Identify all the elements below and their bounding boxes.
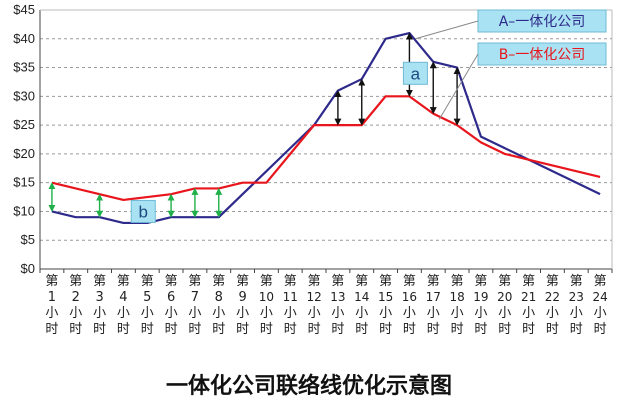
x-tick-label: 第 11 小时	[283, 274, 298, 337]
series-line-a	[51, 31, 601, 225]
legend-item-b: B–一体化公司	[438, 42, 607, 120]
x-tick-label: 第 6 小时	[165, 274, 178, 337]
y-tick-label: $5	[21, 232, 35, 247]
legend-leader-line	[438, 53, 479, 120]
x-tick-labels: 第 1 小时第 2 小时第 3 小时第 4 小时第 5 小时第 6 小时第 7 小时第 8 小时第 9 小时第 10 小…	[45, 274, 607, 337]
x-tick-label: 第 8 小时	[212, 274, 225, 337]
x-tick-label: 第 23 小时	[569, 274, 584, 337]
y-tick-label: $20	[13, 146, 35, 161]
x-tick-label: 第 14 小时	[354, 274, 369, 337]
x-tick-label: 第 3 小时	[93, 274, 106, 337]
gap-arrows	[48, 32, 461, 218]
axes	[39, 9, 613, 273]
y-tick-label: $10	[13, 203, 35, 218]
annotation-b: b	[130, 199, 156, 223]
x-tick-label: 第 4 小时	[117, 274, 130, 337]
series-lines	[51, 31, 601, 225]
x-tick-label: 第 1 小时	[45, 274, 58, 337]
legend-item-a: A–一体化公司	[415, 9, 607, 40]
y-tick-label: $25	[13, 117, 35, 132]
x-tick-label: 第 12 小时	[306, 274, 321, 337]
legend-leader-line	[415, 20, 479, 40]
legend: A–一体化公司 B–一体化公司	[415, 9, 607, 120]
x-tick-label: 第 13 小时	[330, 274, 345, 337]
x-tick-label: 第 15 小时	[378, 274, 393, 337]
x-tick-label: 第 9 小时	[236, 274, 249, 337]
y-tick-label: $0	[21, 261, 35, 276]
annotation-label: b	[139, 202, 148, 221]
y-tick-label: $45	[13, 2, 35, 17]
y-tick-label: $30	[13, 88, 35, 103]
x-tick-label: 第 19 小时	[473, 274, 488, 337]
annotation-label: a	[411, 64, 421, 83]
line-chart: $0 $5 $10 $15 $20 $25 $30 $35 $40 $45 第 1 小时第 2 小时第 3 小…	[13, 2, 613, 337]
y-tick-label: $15	[13, 175, 35, 190]
y-tick-label: $35	[13, 60, 35, 75]
annotation-box	[130, 199, 156, 223]
y-tick-label: $40	[13, 31, 35, 46]
x-tick-label: 第 7 小时	[188, 274, 201, 337]
x-tick-label: 第 24 小时	[592, 274, 607, 337]
x-tick-label: 第 21 小时	[521, 274, 536, 337]
x-tick-label: 第 18 小时	[449, 274, 464, 337]
chart-title: 一体化公司联络线优化示意图	[165, 374, 452, 399]
x-tick-label: 第 22 小时	[545, 274, 560, 337]
y-tick-labels: $0 $5 $10 $15 $20 $25 $30 $35 $40 $45	[13, 2, 35, 276]
annotation-a: a	[402, 61, 428, 85]
x-tick-label: 第 20 小时	[497, 274, 512, 337]
series-line-b	[51, 95, 601, 202]
annotation-box	[402, 61, 428, 85]
x-tick-label: 第 16 小时	[402, 274, 417, 337]
x-tick-label: 第 5 小时	[141, 274, 154, 337]
legend-label: B–一体化公司	[499, 47, 586, 63]
legend-label: A–一体化公司	[499, 14, 586, 30]
annotations: ab	[130, 61, 428, 223]
x-tick-label: 第 10 小时	[259, 274, 274, 337]
x-tick-label: 第 2 小时	[69, 274, 82, 337]
x-tick-label: 第 17 小时	[426, 274, 441, 337]
